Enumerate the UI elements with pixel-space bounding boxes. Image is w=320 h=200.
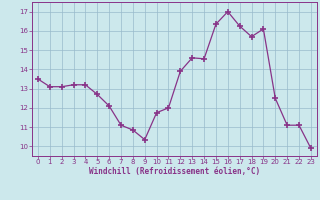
X-axis label: Windchill (Refroidissement éolien,°C): Windchill (Refroidissement éolien,°C): [89, 167, 260, 176]
